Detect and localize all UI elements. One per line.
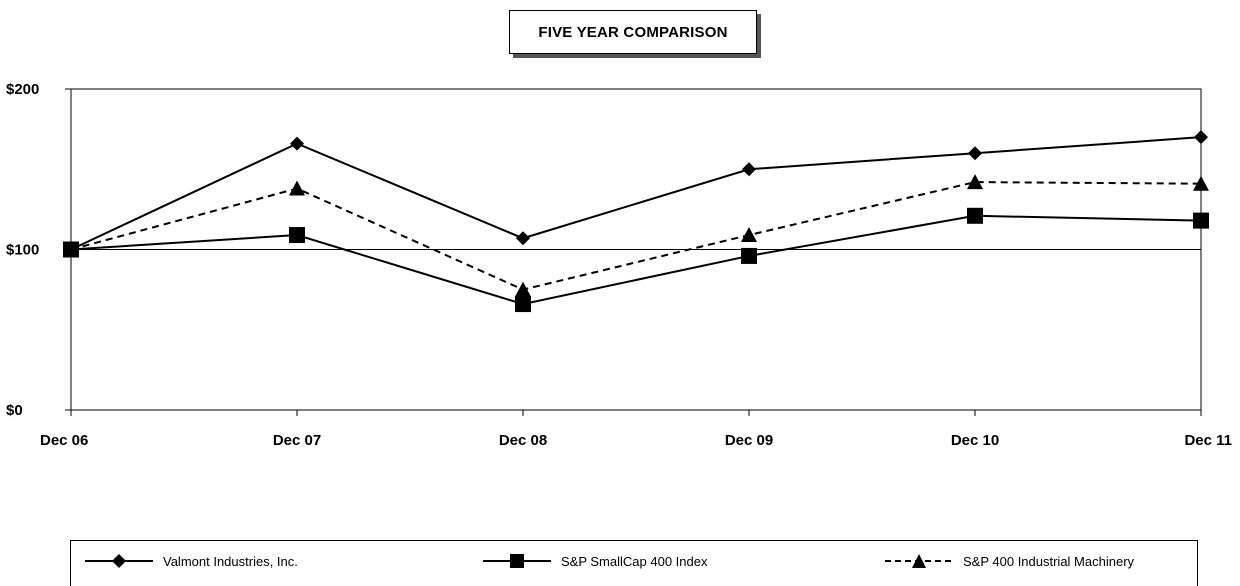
chart-title: FIVE YEAR COMPARISON bbox=[509, 10, 757, 54]
legend: Valmont Industries, Inc. S&P SmallCap 40… bbox=[70, 540, 1198, 586]
legend-swatch-triangle bbox=[885, 554, 953, 568]
x-tick-label: Dec 06 bbox=[40, 432, 88, 449]
data-point-square bbox=[741, 247, 757, 264]
data-point-triangle bbox=[1193, 175, 1209, 191]
legend-item-machinery: S&P 400 Industrial Machinery bbox=[885, 553, 1134, 569]
x-tick-label: Dec 09 bbox=[725, 432, 773, 449]
data-point-triangle bbox=[63, 241, 79, 257]
data-point-diamond bbox=[516, 231, 530, 246]
legend-swatch-diamond bbox=[85, 554, 153, 568]
legend-item-valmont: Valmont Industries, Inc. bbox=[85, 553, 298, 569]
data-point-triangle bbox=[515, 281, 531, 297]
data-point-square bbox=[289, 227, 305, 244]
legend-label: S&P 400 Industrial Machinery bbox=[963, 553, 1135, 569]
legend-label: Valmont Industries, Inc. bbox=[163, 553, 298, 569]
x-tick-label: Dec 10 bbox=[951, 432, 999, 449]
series-line-0 bbox=[70, 136, 1202, 251]
data-point-diamond bbox=[968, 146, 982, 161]
data-point-diamond bbox=[1194, 130, 1208, 145]
data-point-triangle bbox=[741, 227, 757, 243]
data-point-triangle bbox=[289, 180, 305, 196]
y-tick-label: $200 bbox=[6, 81, 39, 98]
data-point-triangle bbox=[967, 174, 983, 190]
x-tick-label: Dec 11 bbox=[1184, 432, 1232, 449]
data-point-square bbox=[967, 207, 983, 224]
series-line-1 bbox=[70, 214, 1202, 306]
x-tick-label: Dec 08 bbox=[499, 432, 547, 449]
data-point-diamond bbox=[742, 162, 756, 177]
y-tick-label: $0 bbox=[6, 402, 23, 419]
legend-label: S&P SmallCap 400 Index bbox=[561, 553, 708, 569]
y-tick-label: $100 bbox=[6, 242, 39, 259]
data-point-square bbox=[515, 296, 531, 313]
series-line-2 bbox=[70, 181, 1202, 291]
x-tick-label: Dec 07 bbox=[273, 432, 321, 449]
data-point-diamond bbox=[290, 136, 304, 151]
legend-swatch-square bbox=[483, 554, 551, 568]
legend-item-smallcap: S&P SmallCap 400 Index bbox=[483, 553, 707, 569]
data-point-square bbox=[1193, 212, 1209, 229]
